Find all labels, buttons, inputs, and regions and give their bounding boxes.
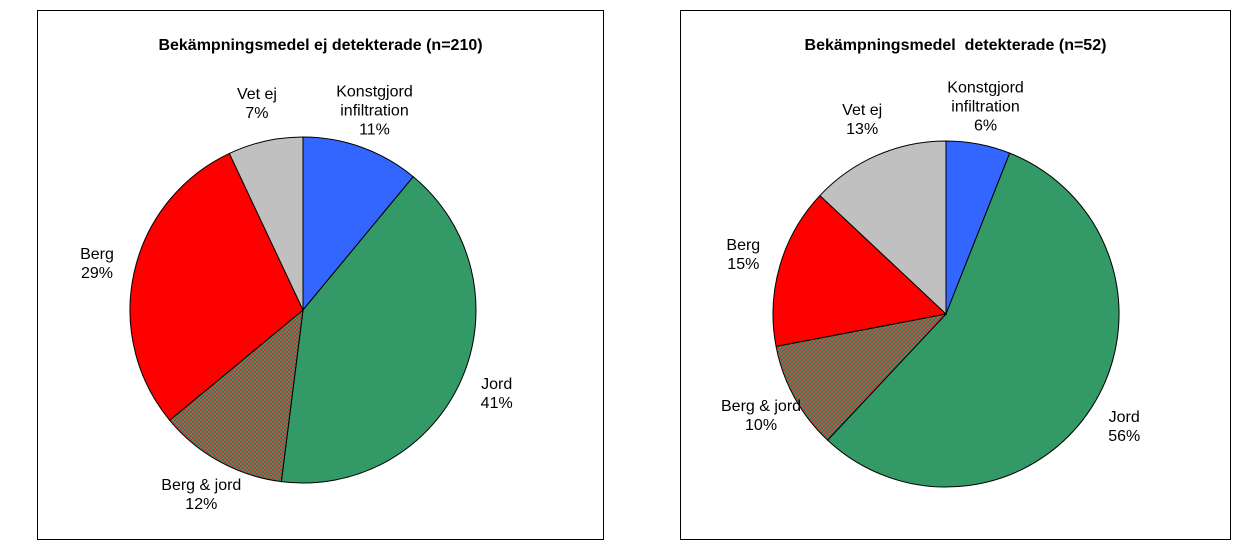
slice-label: Berg 15% bbox=[683, 236, 803, 274]
slice-label: Berg & jord 10% bbox=[701, 397, 821, 435]
category-label: Vet ej bbox=[236, 86, 277, 104]
slice bbox=[302, 136, 414, 312]
slice-label: Jord 56% bbox=[1064, 408, 1184, 446]
slice-label: Vet ej 7% bbox=[197, 85, 317, 123]
value-label: 13% bbox=[846, 121, 879, 139]
page: Konstgjord infiltration 11% Jord 41% Berg & … bbox=[37, 10, 1231, 540]
pie bbox=[129, 136, 477, 484]
value-label: 6% bbox=[973, 117, 998, 135]
category-label: Berg & jord bbox=[161, 476, 242, 494]
value-label: 29% bbox=[81, 264, 114, 282]
category-label: Berg bbox=[726, 237, 761, 255]
value-label: 10% bbox=[745, 416, 778, 434]
slice bbox=[228, 136, 304, 311]
slice bbox=[772, 194, 948, 348]
slice bbox=[129, 152, 304, 421]
slice bbox=[819, 140, 947, 316]
value-label: 15% bbox=[727, 256, 760, 274]
chart-title: Bekämpningsmedel detekterade (n=52) bbox=[804, 37, 1107, 54]
slice-label: Vet ej 13% bbox=[802, 101, 922, 139]
chart-title: Bekämpningsmedel ej detekterade (n=210) bbox=[158, 37, 483, 54]
chart-panel: Konstgjord infiltration 6% Jord 56% Berg & j… bbox=[680, 10, 1231, 540]
slice-label: Konstgjord infiltration 11% bbox=[314, 83, 434, 140]
slice-label: Jord 41% bbox=[437, 375, 557, 413]
slice bbox=[826, 152, 1120, 488]
slice bbox=[280, 175, 477, 484]
category-label: Jord bbox=[481, 375, 513, 393]
slice-label: Konstgjord infiltration 6% bbox=[926, 78, 1046, 135]
value-label: 56% bbox=[1108, 428, 1141, 446]
value-label: 41% bbox=[480, 394, 513, 412]
pie bbox=[772, 140, 1120, 488]
slice bbox=[775, 313, 948, 441]
value-label: 11% bbox=[359, 121, 390, 139]
value-label: 12% bbox=[185, 495, 218, 513]
slice-label: Berg & jord 12% bbox=[141, 476, 261, 514]
value-label: 7% bbox=[245, 105, 269, 123]
category-label: Konstgjord infiltration bbox=[947, 79, 1024, 116]
category-label: Berg bbox=[80, 245, 114, 263]
chart-panel: Konstgjord infiltration 11% Jord 41% Berg & … bbox=[37, 10, 604, 540]
category-label: Berg & jord bbox=[721, 397, 802, 415]
category-label: Jord bbox=[1108, 409, 1140, 427]
category-label: Konstgjord infiltration bbox=[336, 83, 413, 120]
slice bbox=[168, 308, 304, 483]
slice-label: Berg 29% bbox=[37, 245, 157, 283]
category-label: Vet ej bbox=[842, 102, 883, 120]
